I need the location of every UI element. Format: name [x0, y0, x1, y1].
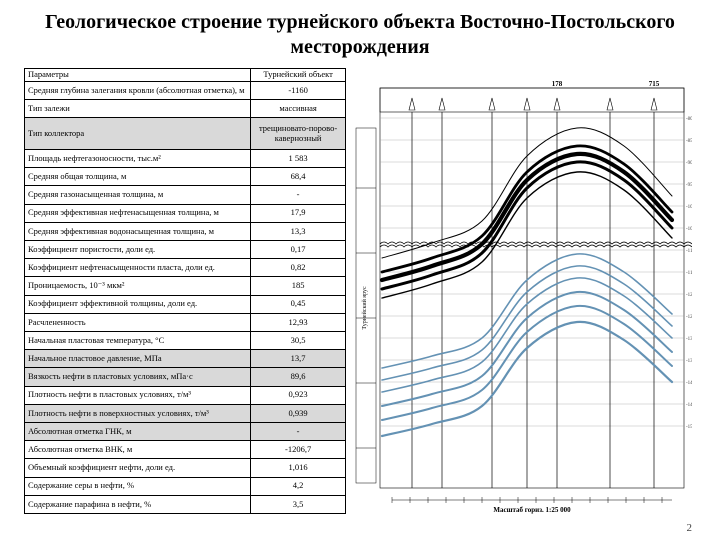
param-cell: Тип залежи	[25, 100, 251, 118]
value-cell: 0,17	[251, 240, 346, 258]
param-cell: Начальная пластовая температура, °С	[25, 331, 251, 349]
parameters-table: Параметры Турнейский объект Средняя глуб…	[24, 68, 346, 514]
value-cell: -	[251, 186, 346, 204]
value-cell: 0,45	[251, 295, 346, 313]
table-row: Коэффициент эффективной толщины, доли ед…	[25, 295, 346, 313]
svg-text:-950: -950	[686, 183, 692, 188]
table-row: Средняя эффективная водонасыщенная толщи…	[25, 222, 346, 240]
table-row: Средняя эффективная нефтенасыщенная толщ…	[25, 204, 346, 222]
param-cell: Средняя общая толщина, м	[25, 168, 251, 186]
param-cell: Коэффициент пористости, доли ед.	[25, 240, 251, 258]
svg-text:-900: -900	[686, 161, 692, 166]
param-cell: Абсолютная отметка ВНК, м	[25, 441, 251, 459]
param-cell: Плотность нефти в пластовых условиях, т/…	[25, 386, 251, 404]
table-row: Тип коллекторатрещиновато-порово-каверно…	[25, 118, 346, 150]
value-cell: 13,7	[251, 350, 346, 368]
table-row: Проницаемость, 10⁻³ мкм²185	[25, 277, 346, 295]
table-row: Плотность нефти в поверхностных условиях…	[25, 404, 346, 422]
value-cell: 17,9	[251, 204, 346, 222]
table-row: Средняя газонасыщенная толщина, м-	[25, 186, 346, 204]
param-cell: Средняя эффективная нефтенасыщенная толщ…	[25, 204, 251, 222]
svg-text:-800: -800	[686, 117, 692, 122]
svg-text:715: 715	[649, 80, 660, 88]
table-row: Коэффициент нефтенасыщенности пласта, до…	[25, 259, 346, 277]
table-row: Начальная пластовая температура, °С30,5	[25, 331, 346, 349]
param-cell: Плотность нефти в поверхностных условиях…	[25, 404, 251, 422]
param-cell: Содержание парафина в нефти, %	[25, 495, 251, 513]
param-cell: Содержание серы в нефти, %	[25, 477, 251, 495]
value-cell: -1206,7	[251, 441, 346, 459]
value-cell: 185	[251, 277, 346, 295]
svg-text:-850: -850	[686, 139, 692, 144]
table-row: Вязкость нефти в пластовых условиях, мПа…	[25, 368, 346, 386]
param-cell: Средняя глубина залегания кровли (абсолю…	[25, 81, 251, 99]
svg-text:-1100: -1100	[686, 249, 692, 254]
value-cell: -	[251, 422, 346, 440]
value-cell: 89,6	[251, 368, 346, 386]
cross-section-chart: -800 -850 -900 -950 -1000 -1050 -1100 -1150 -120…	[352, 68, 696, 514]
table-row: Плотность нефти в пластовых условиях, т/…	[25, 386, 346, 404]
svg-text:-1150: -1150	[686, 271, 692, 276]
value-cell: 13,3	[251, 222, 346, 240]
value-cell: 4,2	[251, 477, 346, 495]
table-row: Объемный коэффициент нефти, доли ед.1,01…	[25, 459, 346, 477]
param-cell: Тип коллектора	[25, 118, 251, 150]
value-cell: 0,923	[251, 386, 346, 404]
content-row: Параметры Турнейский объект Средняя глуб…	[24, 68, 696, 514]
param-cell: Вязкость нефти в пластовых условиях, мПа…	[25, 368, 251, 386]
value-cell: массивная	[251, 100, 346, 118]
svg-text:-1250: -1250	[686, 315, 692, 320]
table-header-param: Параметры	[25, 69, 251, 82]
table-header-value: Турнейский объект	[251, 69, 346, 82]
param-cell: Коэффициент нефтенасыщенности пласта, до…	[25, 259, 251, 277]
value-cell: трещиновато-порово-кавернозный	[251, 118, 346, 150]
svg-text:-1350: -1350	[686, 359, 692, 364]
svg-text:-1200: -1200	[686, 293, 692, 298]
value-cell: 68,4	[251, 168, 346, 186]
svg-text:-1000: -1000	[686, 205, 692, 210]
param-cell: Проницаемость, 10⁻³ мкм²	[25, 277, 251, 295]
value-cell: 1,016	[251, 459, 346, 477]
value-cell: 0,939	[251, 404, 346, 422]
value-cell: 3,5	[251, 495, 346, 513]
svg-text:-1500: -1500	[686, 425, 692, 430]
table-row: Площадь нефтегазоносности, тыс.м²1 583	[25, 149, 346, 167]
value-cell: 0,82	[251, 259, 346, 277]
table-row: Коэффициент пористости, доли ед.0,17	[25, 240, 346, 258]
svg-text:Турнейский ярус: Турнейский ярус	[361, 286, 368, 330]
table-row: Тип залежимассивная	[25, 100, 346, 118]
table-row: Содержание серы в нефти, %4,2	[25, 477, 346, 495]
param-cell: Площадь нефтегазоносности, тыс.м²	[25, 149, 251, 167]
table-row: Средняя глубина залегания кровли (абсолю…	[25, 81, 346, 99]
svg-text:-1400: -1400	[686, 381, 692, 386]
table-row: Расчлененность12,93	[25, 313, 346, 331]
svg-text:-1050: -1050	[686, 227, 692, 232]
svg-text:178: 178	[552, 80, 563, 88]
param-cell: Средняя газонасыщенная толщина, м	[25, 186, 251, 204]
param-cell: Расчлененность	[25, 313, 251, 331]
value-cell: 12,93	[251, 313, 346, 331]
table-row: Абсолютная отметка ВНК, м-1206,7	[25, 441, 346, 459]
param-cell: Объемный коэффициент нефти, доли ед.	[25, 459, 251, 477]
param-cell: Коэффициент эффективной толщины, доли ед…	[25, 295, 251, 313]
value-cell: 30,5	[251, 331, 346, 349]
param-cell: Начальное пластовое давление, МПа	[25, 350, 251, 368]
page-number: 2	[687, 522, 693, 534]
table-row: Средняя общая толщина, м68,4	[25, 168, 346, 186]
svg-text:-1300: -1300	[686, 337, 692, 342]
value-cell: -1160	[251, 81, 346, 99]
param-cell: Абсолютная отметка ГНК, м	[25, 422, 251, 440]
table-row: Начальное пластовое давление, МПа13,7	[25, 350, 346, 368]
table-row: Абсолютная отметка ГНК, м-	[25, 422, 346, 440]
value-cell: 1 583	[251, 149, 346, 167]
svg-text:Масштаб гориз. 1:25 000: Масштаб гориз. 1:25 000	[493, 506, 571, 514]
table-row: Содержание парафина в нефти, %3,5	[25, 495, 346, 513]
page-title: Геологическое строение турнейского объек…	[24, 10, 696, 60]
svg-text:-1450: -1450	[686, 403, 692, 408]
param-cell: Средняя эффективная водонасыщенная толщи…	[25, 222, 251, 240]
